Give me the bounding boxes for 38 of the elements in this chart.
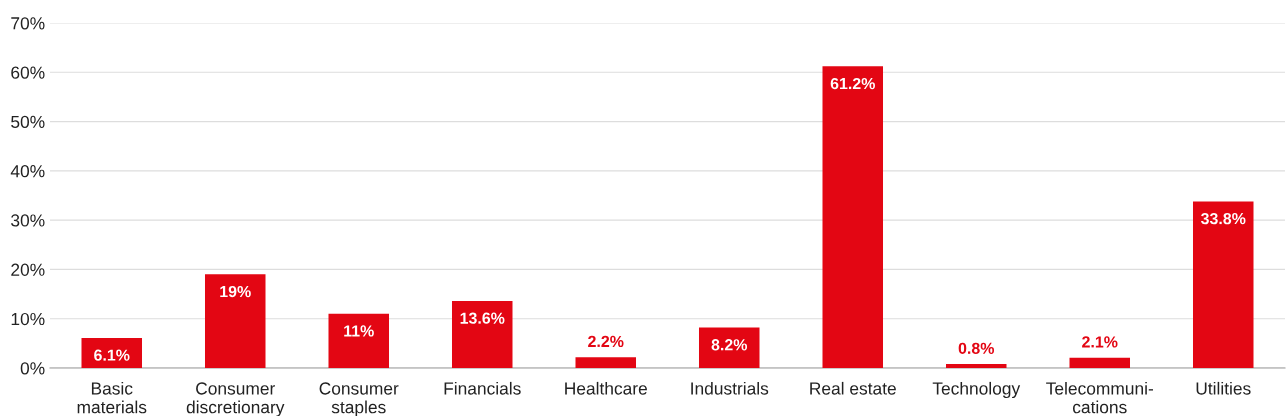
bar	[451, 300, 513, 368]
y-tick-label: 50%	[11, 115, 45, 129]
data-label: 33.8%	[1200, 212, 1246, 225]
bar	[81, 337, 143, 368]
y-tick-label: 60%	[11, 66, 45, 79]
data-label: 2.1%	[1082, 336, 1118, 348]
x-tick-label: Consumer staples	[319, 382, 399, 416]
data-label: 19%	[220, 285, 251, 298]
x-tick-label: Utilities	[1196, 381, 1251, 395]
data-label: 8.2%	[711, 339, 748, 351]
bar	[945, 364, 1007, 368]
y-tick-label: 20%	[11, 263, 45, 276]
y-tick-label: 70%	[11, 17, 45, 30]
bar	[1192, 201, 1254, 368]
x-tick-label: Healthcare	[565, 381, 647, 395]
bar	[698, 327, 760, 368]
x-tick-label: Industrials	[691, 381, 769, 395]
y-tick-label: 10%	[11, 312, 45, 326]
bar	[575, 357, 637, 368]
bar	[204, 274, 266, 368]
x-tick-label: Technology	[932, 381, 1021, 399]
y-tick-label: 40%	[10, 165, 45, 178]
data-label: 0.8%	[958, 342, 995, 354]
bar	[328, 313, 390, 368]
bar	[822, 66, 884, 368]
bar	[1069, 357, 1131, 368]
x-tick-label: Consumer discretionary	[186, 382, 285, 416]
data-label: 61.2%	[830, 77, 875, 90]
y-tick-label: 0%	[20, 362, 45, 375]
x-tick-label: Real estate	[810, 381, 896, 395]
data-label: 13.6%	[460, 312, 505, 324]
y-tick-label: 30%	[11, 214, 45, 227]
x-tick-label: Telecommuni- cations	[1046, 381, 1154, 414]
data-label: 11%	[344, 325, 374, 337]
x-tick-label: Basic materials	[77, 381, 147, 414]
data-label: 2.2%	[588, 335, 624, 348]
data-label: 6.1%	[94, 349, 130, 361]
x-tick-label: Financials	[444, 381, 521, 395]
